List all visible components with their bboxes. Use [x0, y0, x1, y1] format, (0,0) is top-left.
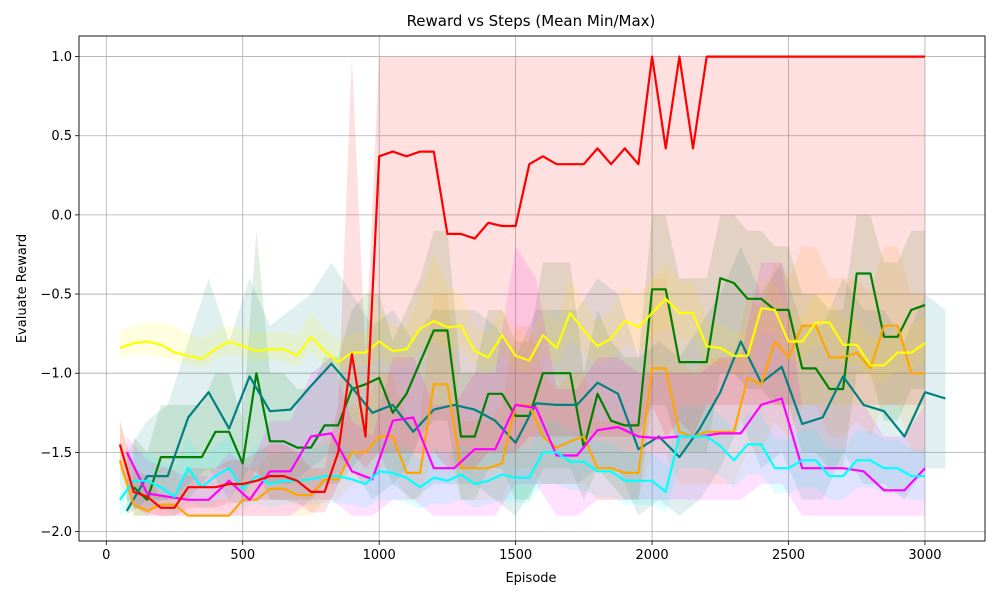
- y-tick-label: −0.5: [40, 288, 72, 303]
- x-tick-label: 500: [230, 548, 255, 563]
- line-red: [118, 55, 925, 509]
- band-teal: [126, 246, 946, 516]
- chart-title: Reward vs Steps (Mean Min/Max): [407, 12, 656, 30]
- band-magenta: [126, 246, 926, 516]
- y-tick-label: 1.0: [51, 50, 72, 65]
- x-tick-label: 1500: [499, 548, 532, 563]
- y-tick-label: −1.5: [40, 446, 72, 461]
- y-tick-label: 0.5: [51, 129, 72, 144]
- series-lines: [118, 55, 946, 517]
- axis-ticks: 0 500 1000 1500 2000 2500 3000 −2.0 −1.5 −1.0 −0.5…: [40, 50, 941, 563]
- x-tick-label: 2500: [772, 548, 805, 563]
- x-axis-title: Episode: [505, 571, 556, 586]
- y-tick-label: 0.0: [51, 208, 72, 223]
- band-red: [119, 56, 925, 516]
- x-tick-label: 2000: [636, 548, 669, 563]
- line-magenta: [125, 397, 926, 501]
- y-axis-title: Evaluate Reward: [15, 234, 30, 343]
- plot-frame: [78, 35, 986, 542]
- line-yellow: [119, 297, 926, 367]
- line-teal: [125, 340, 946, 512]
- line-cyan: [119, 435, 925, 501]
- x-tick-label: 1000: [363, 548, 396, 563]
- x-tick-label: 3000: [908, 548, 941, 563]
- y-tick-label: −1.0: [40, 367, 72, 382]
- grid: [79, 36, 985, 541]
- band-green: [133, 214, 926, 516]
- x-tick-label: 0: [102, 548, 110, 563]
- y-tick-label: −2.0: [40, 525, 72, 540]
